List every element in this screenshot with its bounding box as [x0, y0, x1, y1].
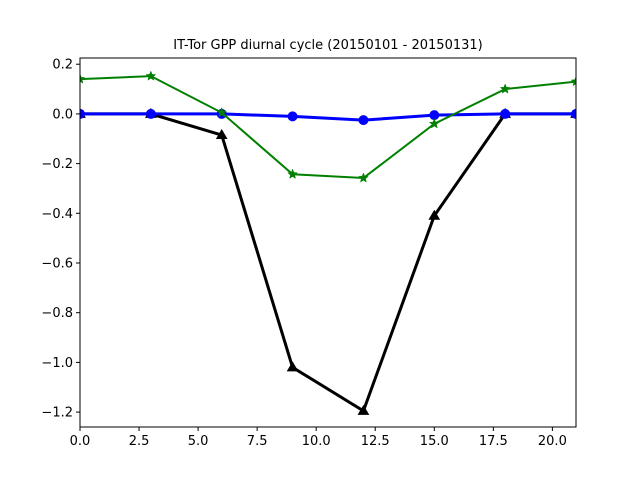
data-point [145, 108, 156, 119]
y-tick-label: −0.6 [41, 257, 73, 272]
x-axis: 0.0 2.5 5.0 7.5 10.0 12.5 15.0 17.5 20.0 [70, 427, 567, 449]
series-line [80, 112, 576, 414]
y-tick-label: −0.4 [41, 207, 73, 222]
data-point [286, 361, 299, 372]
x-tick-label: 5.0 [188, 434, 209, 449]
series-star [80, 70, 576, 183]
data-point [287, 168, 298, 179]
series-line [80, 75, 576, 180]
data-point [571, 108, 576, 119]
y-axis: 0.2 0.0 −0.2 −0.4 −0.6 −0.8 −1.0 −1.2 [41, 58, 80, 421]
y-tick-label: −0.8 [41, 306, 73, 321]
data-point [216, 106, 228, 118]
y-tick-label: 0.2 [52, 58, 73, 73]
x-tick-label: 12.5 [361, 434, 390, 449]
data-point [80, 73, 86, 84]
x-tick-label: 0.0 [70, 434, 91, 449]
series-line [80, 112, 576, 122]
y-tick-label: −0.2 [41, 157, 73, 172]
y-tick-label: 0.0 [52, 107, 73, 122]
data-point [358, 115, 369, 126]
data-point [358, 172, 369, 183]
data-point [287, 111, 298, 122]
data-point [570, 75, 576, 87]
x-tick-label: 17.5 [479, 434, 508, 449]
x-tick-label: 7.5 [247, 434, 268, 449]
chart-title: IT-Tor GPP diurnal cycle (20150101 - 201… [173, 38, 482, 53]
series-layer [80, 70, 576, 415]
data-point [145, 70, 157, 81]
data-point [215, 129, 228, 140]
y-tick-label: −1.0 [41, 356, 73, 371]
plot-frame [79, 57, 577, 428]
data-point [428, 209, 441, 220]
data-point [499, 83, 511, 94]
series-triangle [80, 107, 576, 415]
x-tick-label: 10.0 [302, 434, 331, 449]
data-point [80, 108, 85, 119]
data-point [500, 108, 511, 119]
series-circle [80, 108, 576, 126]
y-tick-label: −1.2 [41, 406, 73, 421]
data-point [357, 404, 370, 415]
x-tick-label: 15.0 [420, 434, 449, 449]
data-point [428, 118, 440, 129]
x-tick-label: 2.5 [129, 434, 150, 449]
x-tick-label: 20.0 [538, 434, 567, 449]
